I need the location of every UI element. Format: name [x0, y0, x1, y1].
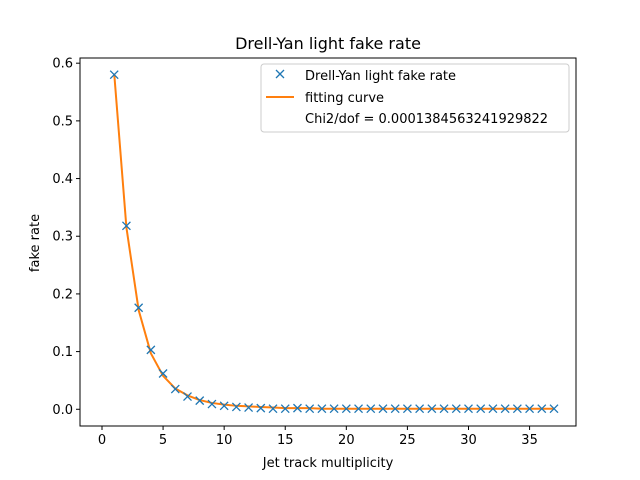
- data-point-x-marker: [354, 404, 364, 414]
- y-tick-label: 0.4: [52, 172, 73, 187]
- data-point-x-marker: [427, 404, 437, 414]
- legend-label-data: Drell-Yan light fake rate: [305, 69, 456, 84]
- data-point-x-marker: [305, 404, 315, 414]
- plot-area: [109, 70, 559, 414]
- data-point-x-marker: [476, 404, 486, 414]
- chart-title: Drell-Yan light fake rate: [235, 34, 421, 53]
- y-tick-label: 0.5: [52, 114, 73, 129]
- x-tick-label: 5: [159, 433, 167, 448]
- data-point-x-marker: [512, 404, 522, 414]
- data-point-x-marker: [292, 403, 302, 413]
- data-point-x-marker: [280, 404, 290, 414]
- data-point-x-marker: [317, 404, 327, 414]
- data-point-x-marker: [415, 404, 425, 414]
- y-tick-label: 0.0: [52, 403, 73, 418]
- x-tick-label: 30: [460, 433, 477, 448]
- data-point-x-marker: [464, 404, 473, 414]
- data-point-x-marker: [525, 404, 535, 414]
- data-point-x-marker: [231, 402, 241, 412]
- data-point-x-marker: [219, 401, 229, 411]
- data-point-x-marker: [121, 221, 131, 231]
- data-point-x-marker: [500, 404, 510, 414]
- data-point-x-marker: [439, 404, 449, 414]
- data-point-x-marker: [109, 70, 119, 80]
- x-tick-label: 35: [521, 433, 538, 448]
- axes-frame: [79, 57, 577, 427]
- x-tick-label: 25: [399, 433, 416, 448]
- x-tick-label: 10: [216, 433, 233, 448]
- data-point-x-marker: [390, 404, 400, 414]
- y-axis-ticks: 0.0 0.1 0.2 0.3 0.4 0.5 0.6: [52, 57, 80, 418]
- data-point-x-marker: [170, 384, 180, 394]
- y-tick-label: 0.6: [52, 57, 73, 72]
- legend: Drell-Yan light fake rate fitting curve …: [260, 63, 570, 133]
- y-tick-label: 0.3: [52, 230, 73, 245]
- y-axis-label: fake rate: [28, 214, 43, 272]
- data-point-x-marker: [244, 403, 254, 413]
- data-point-x-marker: [158, 369, 168, 378]
- data-point-x-marker: [195, 396, 205, 406]
- x-tick-label: 20: [338, 433, 355, 448]
- x-axis-ticks: 0 5 10 15 20 25 30 35: [98, 426, 538, 448]
- data-point-x-marker: [329, 404, 339, 414]
- data-point-x-marker: [451, 404, 461, 414]
- x-tick-label: 15: [277, 433, 294, 448]
- legend-marker-x-icon: [275, 69, 285, 79]
- data-point-x-marker: [488, 404, 498, 414]
- legend-label-fit: fitting curve: [305, 91, 384, 106]
- x-tick-label: 0: [98, 433, 106, 448]
- data-point-x-marker: [183, 392, 192, 402]
- data-point-x-marker: [402, 404, 412, 414]
- y-tick-label: 0.2: [52, 287, 73, 302]
- data-point-x-marker: [268, 404, 278, 414]
- y-tick-label: 0.1: [52, 345, 73, 360]
- data-point-x-marker: [549, 404, 559, 414]
- data-point-x-marker: [134, 303, 144, 313]
- legend-chi2-text: Chi2/dof = 0.0001384563241929822: [305, 112, 548, 127]
- data-point-x-marker: [207, 399, 217, 409]
- data-point-x-marker: [341, 404, 351, 414]
- x-axis-label: Jet track multiplicity: [262, 456, 394, 471]
- legend-box: [260, 63, 570, 133]
- data-point-x-marker: [366, 404, 376, 414]
- data-point-x-marker: [146, 345, 156, 355]
- data-point-x-marker: [256, 403, 266, 413]
- data-point-x-marker: [378, 404, 388, 414]
- data-point-x-marker: [537, 404, 547, 414]
